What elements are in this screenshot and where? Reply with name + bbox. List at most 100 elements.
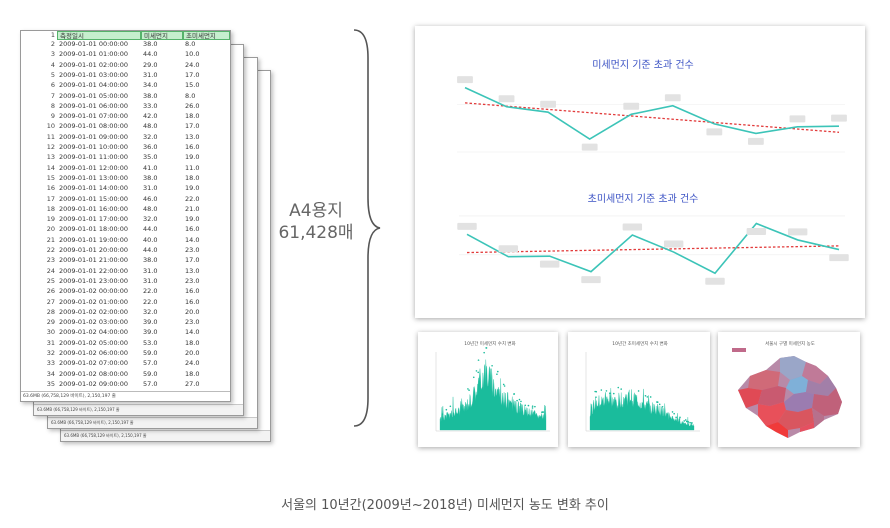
cell-pm25: 19.0 <box>185 184 200 193</box>
area-point <box>658 403 661 406</box>
cell-pm10: 35.0 <box>143 153 158 162</box>
cell-pm25: 17.0 <box>185 122 200 131</box>
table-row: 24 2009-01-01 22:00:00 31.0 13.0 <box>21 267 230 276</box>
area-point <box>483 351 485 354</box>
cell-pm25: 18.0 <box>185 338 200 347</box>
spreadsheet-sheet-front: 1 측정일시 미세먼지 초미세먼지 2 2009-01-01 00:00:00 38… <box>20 30 231 402</box>
cell-pm25: 16.0 <box>185 297 200 306</box>
area-chart-title: 10년간 미세먼지 수치 변화 <box>464 340 515 347</box>
cell-pm10: 41.0 <box>143 163 158 172</box>
table-row: 18 2009-01-01 16:00:00 48.0 21.0 <box>21 205 230 214</box>
row-number: 12 <box>46 143 55 151</box>
area-point <box>595 396 597 398</box>
row-number: 33 <box>46 359 55 368</box>
area-point <box>477 359 480 361</box>
row-number: 20 <box>46 225 55 234</box>
cell-pm10: 57.0 <box>143 379 158 388</box>
row-number: 2 <box>50 40 55 48</box>
table-row: 27 2009-01-02 01:00:00 22.0 16.0 <box>21 298 230 307</box>
cell-pm25: 15.0 <box>185 81 200 90</box>
row-number: 32 <box>46 349 55 357</box>
row-number: 21 <box>46 235 55 244</box>
data-label-bg <box>498 245 519 253</box>
cell-datetime: 2009-01-01 01:00:00 <box>59 50 129 59</box>
cell-pm10: 32.0 <box>143 132 158 141</box>
area-point <box>524 404 527 407</box>
row-number: 7 <box>50 91 55 100</box>
cell-datetime: 2009-01-01 21:00:00 <box>59 256 129 265</box>
row-number: 26 <box>46 287 55 296</box>
area-point <box>605 390 608 392</box>
area-point <box>685 420 688 423</box>
row-number: 10 <box>46 122 55 131</box>
table-row: 2 2009-01-01 00:00:00 38.0 8.0 <box>21 40 230 49</box>
table-row: 10 2009-01-01 08:00:00 48.0 17.0 <box>21 122 230 131</box>
cell-datetime: 2009-01-01 14:00:00 <box>59 184 129 193</box>
cell-datetime: 2009-01-02 01:00:00 <box>59 297 129 306</box>
cell-pm10: 46.0 <box>143 194 158 203</box>
table-row: 17 2009-01-01 15:00:00 46.0 22.0 <box>21 195 230 204</box>
cell-pm10: 33.0 <box>143 101 158 110</box>
seoul-heatmap-panel: 서울시 구별 미세먼지 농도 <box>718 332 860 447</box>
cell-pm10: 32.0 <box>143 307 158 316</box>
seoul-map <box>738 356 842 438</box>
area-point <box>531 405 534 407</box>
area-point <box>620 388 622 390</box>
area-point <box>475 370 478 372</box>
cell-pm10: 32.0 <box>143 215 158 224</box>
cell-pm10: 31.0 <box>143 276 158 285</box>
area-point <box>472 376 475 379</box>
table-row: 3 2009-01-01 01:00:00 44.0 10.0 <box>21 50 230 59</box>
paper-count-line1: A4용지 <box>289 201 343 221</box>
cell-pm10: 59.0 <box>143 369 158 378</box>
row-number: 3 <box>50 50 55 59</box>
chart-pm25 <box>457 215 849 285</box>
cell-pm25: 18.0 <box>185 112 200 121</box>
row-number: 16 <box>46 184 55 193</box>
area-chart-pm25: 10년간 초미세먼지 수치 변화 <box>585 340 700 432</box>
cell-datetime: 2009-01-02 02:00:00 <box>59 307 129 316</box>
chart-title-pm10: 미세먼지 기준 초과 건수 <box>592 59 694 71</box>
cell-datetime: 2009-01-02 08:00:00 <box>59 369 129 378</box>
area-fill <box>439 359 547 431</box>
table-row: 23 2009-01-01 21:00:00 38.0 17.0 <box>21 256 230 265</box>
data-label-bg <box>581 143 598 151</box>
cell-datetime: 2009-01-01 19:00:00 <box>59 235 129 244</box>
area-point <box>637 390 640 392</box>
cell-datetime: 2009-01-02 03:00:00 <box>59 318 129 327</box>
cell-datetime: 2009-01-01 23:00:00 <box>59 276 129 285</box>
area-point <box>445 408 448 411</box>
area-point <box>646 396 649 398</box>
area-point <box>485 347 487 349</box>
cell-pm10: 38.0 <box>143 91 158 100</box>
cell-pm10: 34.0 <box>143 81 158 90</box>
row-number: 30 <box>46 328 55 337</box>
cell-pm25: 14.0 <box>185 328 200 337</box>
cell-pm25: 21.0 <box>185 204 200 213</box>
cell-pm10: 38.0 <box>143 40 158 48</box>
cell-datetime: 2009-01-01 07:00:00 <box>59 112 129 121</box>
cell-pm10: 22.0 <box>143 297 158 306</box>
area-chart-title: 10년간 초미세먼지 수치 변화 <box>612 340 668 347</box>
cell-pm10: 29.0 <box>143 60 158 69</box>
data-label-bg <box>457 76 473 84</box>
data-label-bg <box>829 254 849 262</box>
column-header-pm25: 초미세먼지 <box>183 31 230 40</box>
row-number: 18 <box>46 204 55 213</box>
curly-brace-icon <box>353 29 381 427</box>
table-row: 9 2009-01-01 07:00:00 42.0 18.0 <box>21 112 230 121</box>
sheet-footer: 63.6MB (66,758,129 바이트), 2,150,197 줄 <box>48 417 257 428</box>
cell-pm10: 31.0 <box>143 70 158 79</box>
cell-pm10: 39.0 <box>143 328 158 337</box>
table-row: 34 2009-01-02 08:00:00 59.0 18.0 <box>21 370 230 379</box>
area-point <box>518 398 521 401</box>
table-row: 7 2009-01-01 05:00:00 38.0 8.0 <box>21 92 230 101</box>
area-point <box>503 385 506 387</box>
table-row: 5 2009-01-01 03:00:00 31.0 17.0 <box>21 71 230 80</box>
table-row: 4 2009-01-01 02:00:00 29.0 24.0 <box>21 61 230 70</box>
row-number: 28 <box>46 307 55 316</box>
cell-pm10: 48.0 <box>143 204 158 213</box>
paper-count-label: A4용지 61,428매 <box>270 200 362 244</box>
area-point <box>690 422 693 424</box>
area-point <box>649 396 652 398</box>
